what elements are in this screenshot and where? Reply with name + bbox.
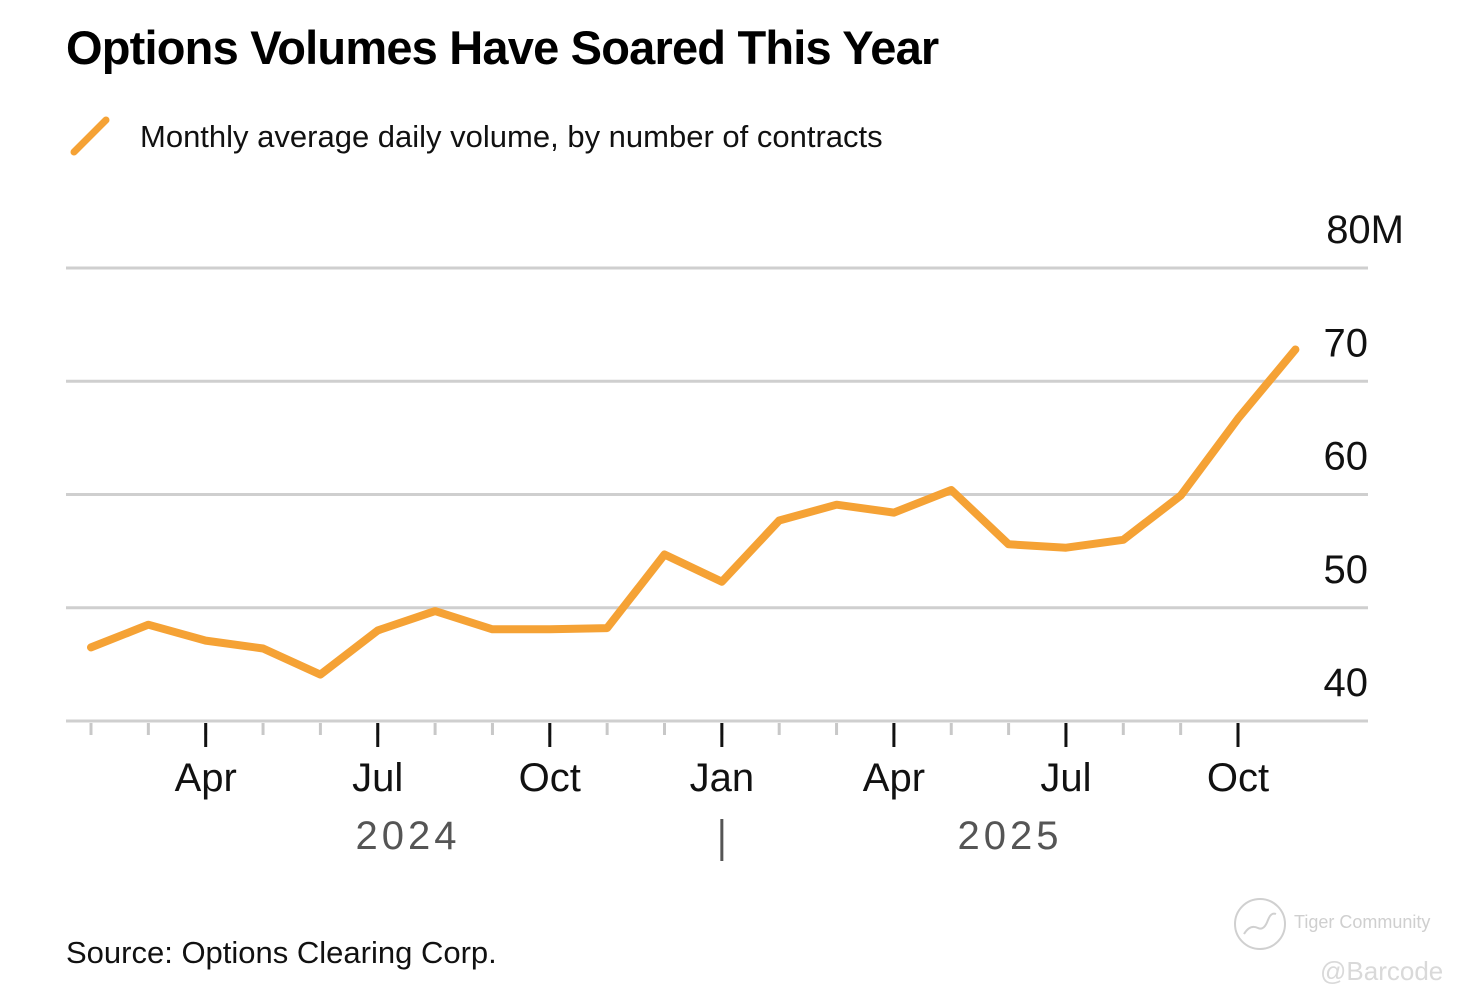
series-line: [87, 345, 1300, 679]
x-tick-label: Jul: [352, 756, 403, 800]
x-tick-label: Oct: [1207, 756, 1269, 800]
chart-title: Options Volumes Have Soared This Year: [66, 21, 939, 74]
tiger-logo-icon: [1234, 898, 1286, 950]
x-tick-label: Oct: [519, 756, 581, 800]
x-tick-label: Apr: [175, 756, 237, 800]
x-tick-label: Jan: [690, 756, 755, 800]
year-label: 2024: [356, 814, 461, 858]
watermark-brand: Tiger Community: [1294, 912, 1431, 932]
y-tick-label: 70: [1324, 321, 1369, 365]
watermark: Tiger Community @Barcode: [1232, 896, 1462, 996]
y-tick-label: 50: [1324, 548, 1369, 592]
source-note: Source: Options Clearing Corp.: [66, 935, 497, 970]
y-tick-label: 60: [1324, 435, 1369, 479]
y-axis-tick-labels: 40 50 60 70 80M: [1324, 208, 1405, 705]
x-tick-label: Apr: [863, 756, 925, 800]
legend-swatch-icon: [70, 116, 110, 156]
legend-label: Monthly average daily volume, by number …: [140, 119, 883, 154]
x-tick-label: Jul: [1040, 756, 1091, 800]
year-label: 2025: [958, 814, 1063, 858]
y-tick-label: 40: [1324, 661, 1369, 705]
x-axis: Apr Jul Oct Jan Apr Jul Oct 2024 2025: [89, 723, 1269, 861]
series-lines: [87, 345, 1300, 679]
watermark-handle: @Barcode: [1320, 956, 1444, 986]
y-tick-label: 80M: [1326, 208, 1404, 252]
legend: Monthly average daily volume, by number …: [66, 112, 883, 162]
gridlines: [66, 266, 1368, 723]
